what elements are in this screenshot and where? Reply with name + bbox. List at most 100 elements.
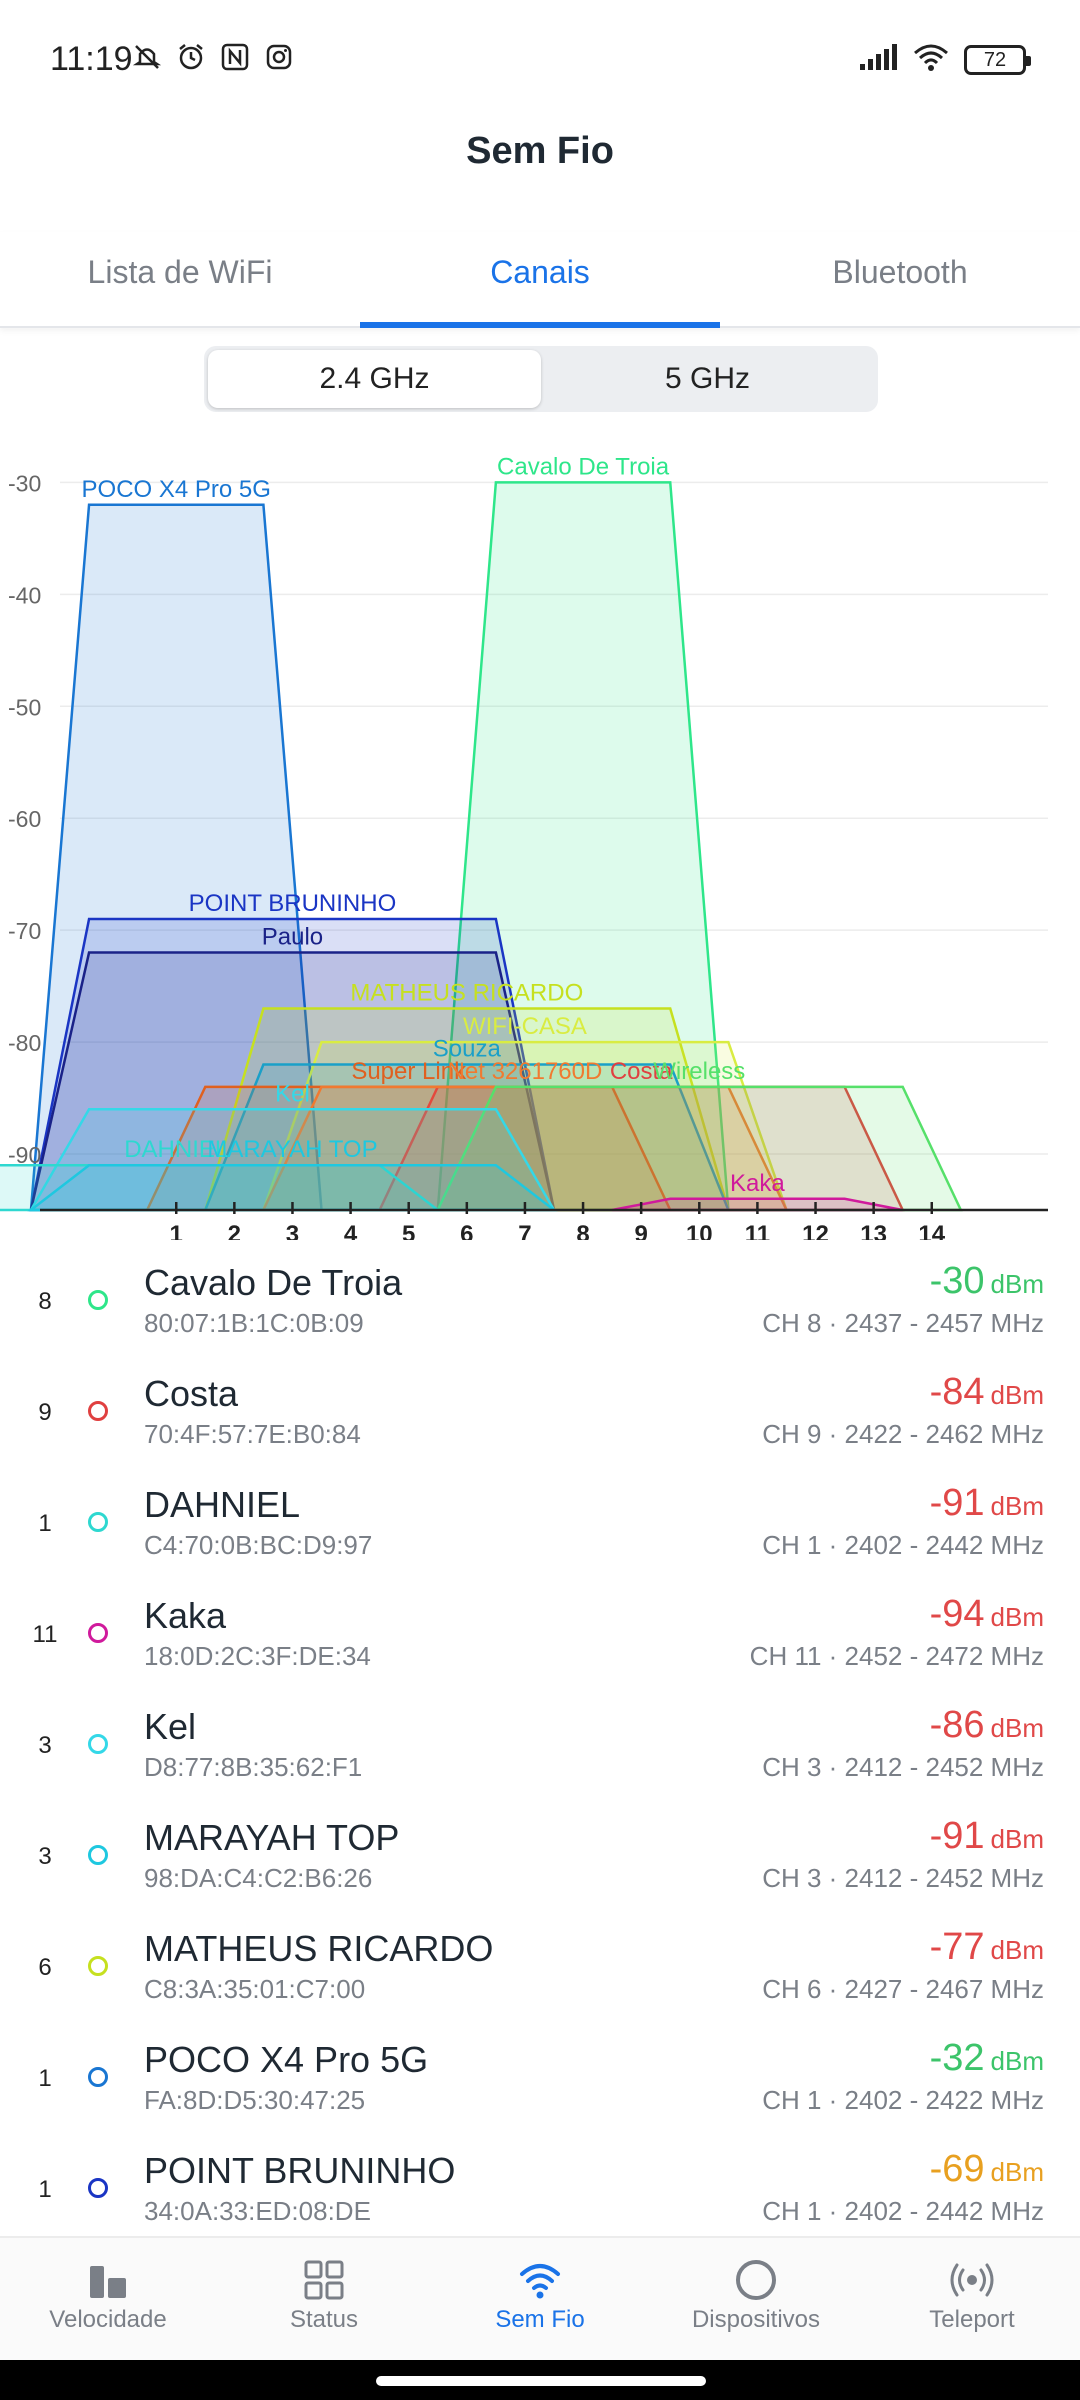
- network-color-dot: [88, 1512, 108, 1532]
- wifi-icon: [520, 2264, 560, 2299]
- home-indicator[interactable]: [376, 2376, 706, 2386]
- list-item[interactable]: 1 POCO X4 Pro 5G FA:8D:D5:30:47:25 -32 dBm CH…: [0, 2029, 1080, 2140]
- signal-unit: dBm: [990, 1269, 1044, 1299]
- x-tick-label: 9: [634, 1221, 647, 1240]
- network-mac: C4:70:0B:BC:D9:97: [144, 1530, 373, 1560]
- network-color-dot: [88, 2178, 108, 2198]
- series-label: POINT BRUNINHO: [189, 890, 397, 917]
- signal-value: -77: [929, 1926, 985, 1968]
- series-label: MARAYAH TOP: [207, 1136, 377, 1163]
- nav-label: Velocidade: [49, 2306, 167, 2333]
- network-color-dot: [88, 2067, 108, 2087]
- x-tick-label: 6: [460, 1221, 473, 1240]
- network-name: Costa: [144, 1373, 239, 1414]
- network-color-dot: [88, 1401, 108, 1421]
- band-selector: 2.4 GHz 5 GHz: [204, 346, 878, 412]
- channel-number: 1: [38, 2176, 52, 2203]
- series-label: Net 3261760D: [448, 1058, 603, 1085]
- x-tick-label: 8: [576, 1221, 589, 1240]
- nav-status[interactable]: Status: [216, 2238, 432, 2360]
- channel-number: 9: [38, 1399, 52, 1426]
- signal-value: -94: [929, 1593, 985, 1635]
- network-name: POCO X4 Pro 5G: [144, 2039, 429, 2080]
- network-mac: C8:3A:35:01:C7:00: [144, 1974, 366, 2004]
- nav-dispositivos[interactable]: Dispositivos: [648, 2238, 864, 2360]
- list-item[interactable]: 3 MARAYAH TOP 98:DA:C4:C2:B6:26 -91 dBm CH 3 …: [0, 1807, 1080, 1918]
- signal-value: -30: [929, 1260, 985, 1302]
- instagram-icon: [264, 42, 294, 72]
- channel-frequency: CH 3 · 2412 - 2452 MHz: [762, 1863, 1044, 1893]
- network-color-dot: [88, 1623, 108, 1643]
- list-item[interactable]: 11 Kaka 18:0D:2C:3F:DE:34 -94 dBm CH 11 · 245…: [0, 1585, 1080, 1696]
- y-tick-label: -60: [8, 806, 41, 832]
- signal-unit: dBm: [990, 1380, 1044, 1410]
- nav-label: Sem Fio: [495, 2306, 585, 2333]
- channel-number: 6: [38, 1954, 52, 1981]
- series-label: Kaka: [730, 1170, 785, 1197]
- grid-icon: [304, 2260, 344, 2300]
- network-mac: FA:8D:D5:30:47:25: [144, 2085, 366, 2115]
- x-tick-label: 10: [686, 1221, 713, 1240]
- series-label: Cavalo De Troia: [497, 453, 670, 480]
- list-item[interactable]: 1 POINT BRUNINHO 34:0A:33:ED:08:DE -69 dBm CH…: [0, 2140, 1080, 2251]
- status-time: 11:19: [50, 40, 133, 78]
- y-tick-label: -70: [8, 918, 41, 944]
- signal-unit: dBm: [990, 2157, 1044, 2187]
- nav-label: Status: [289, 2306, 359, 2333]
- signal-unit: dBm: [990, 1713, 1044, 1743]
- signal-unit: dBm: [990, 1491, 1044, 1521]
- tab-channels[interactable]: Canais: [360, 232, 720, 328]
- nav-sem-fio[interactable]: Sem Fio: [432, 2238, 648, 2360]
- channel-number: 1: [38, 1510, 52, 1537]
- series-label: DAHNIEL: [124, 1136, 228, 1163]
- y-tick-label: -90: [8, 1142, 41, 1168]
- mute-icon: [132, 42, 162, 72]
- x-tick-label: 2: [228, 1221, 241, 1240]
- channel-number: 1: [38, 2065, 52, 2092]
- channel-number: 3: [38, 1732, 52, 1759]
- network-color-dot: [88, 1845, 108, 1865]
- battery-icon: 72: [964, 44, 1031, 75]
- tab-bar: Lista de WiFi Canais Bluetooth: [0, 232, 1080, 328]
- series-label: POCO X4 Pro 5G: [82, 476, 271, 503]
- list-item[interactable]: 3 Kel D8:77:8B:35:62:F1 -86 dBm CH 3 · 2412 -…: [0, 1696, 1080, 1807]
- nav-velocidade[interactable]: Velocidade: [0, 2238, 216, 2360]
- list-item[interactable]: 6 MATHEUS RICARDO C8:3A:35:01:C7:00 -77 dBm C…: [0, 1918, 1080, 2029]
- list-item[interactable]: 9 Costa 70:4F:57:7E:B0:84 -84 dBm CH 9 · 2422…: [0, 1363, 1080, 1474]
- channel-number: 3: [38, 1843, 52, 1870]
- nav-teleport[interactable]: Teleport: [864, 2238, 1080, 2360]
- x-tick-label: 3: [286, 1221, 299, 1240]
- y-tick-label: -30: [8, 470, 41, 496]
- list-item[interactable]: 8 Cavalo De Troia 80:07:1B:1C:0B:09 -30 dBm C…: [0, 1252, 1080, 1363]
- y-tick-label: -80: [8, 1030, 41, 1056]
- channel-frequency: CH 9 · 2422 - 2462 MHz: [762, 1419, 1044, 1449]
- series-label: WIFI-CASA: [463, 1013, 587, 1040]
- nav-label: Teleport: [929, 2306, 1015, 2333]
- network-color-dot: [88, 1734, 108, 1754]
- series-label: Costa: [610, 1058, 673, 1085]
- network-name: MATHEUS RICARDO: [144, 1928, 494, 1969]
- teleport-icon: [950, 2263, 994, 2297]
- network-mac: 80:07:1B:1C:0B:09: [144, 1308, 364, 1338]
- tab-wifi-list[interactable]: Lista de WiFi: [87, 254, 273, 290]
- signal-value: -84: [929, 1371, 985, 1413]
- status-bar: 11:19 72: [0, 0, 1080, 120]
- circle-icon: [736, 2260, 776, 2300]
- network-name: POINT BRUNINHO: [144, 2150, 456, 2191]
- band-5ghz-button[interactable]: 5 GHz: [664, 362, 751, 395]
- x-tick-label: 5: [402, 1221, 415, 1240]
- x-tick-label: 1: [170, 1221, 183, 1240]
- network-mac: D8:77:8B:35:62:F1: [144, 1752, 363, 1782]
- network-mac: 70:4F:57:7E:B0:84: [144, 1419, 361, 1449]
- signal-strength: -77 dBm: [930, 1926, 1044, 1969]
- signal-unit: dBm: [990, 2046, 1044, 2076]
- list-item[interactable]: 1 DAHNIEL C4:70:0B:BC:D9:97 -91 dBm CH 1 · 24…: [0, 1474, 1080, 1585]
- x-tick-label: 12: [802, 1221, 829, 1240]
- channel-frequency: CH 3 · 2412 - 2452 MHz: [762, 1752, 1044, 1782]
- band-2-4ghz-button[interactable]: 2.4 GHz: [208, 350, 541, 408]
- series-label: Souza: [433, 1035, 502, 1062]
- signal-strength: -86 dBm: [930, 1704, 1044, 1747]
- tab-bluetooth[interactable]: Bluetooth: [832, 254, 968, 290]
- signal-unit: dBm: [990, 1824, 1044, 1854]
- alarm-icon: [176, 42, 206, 72]
